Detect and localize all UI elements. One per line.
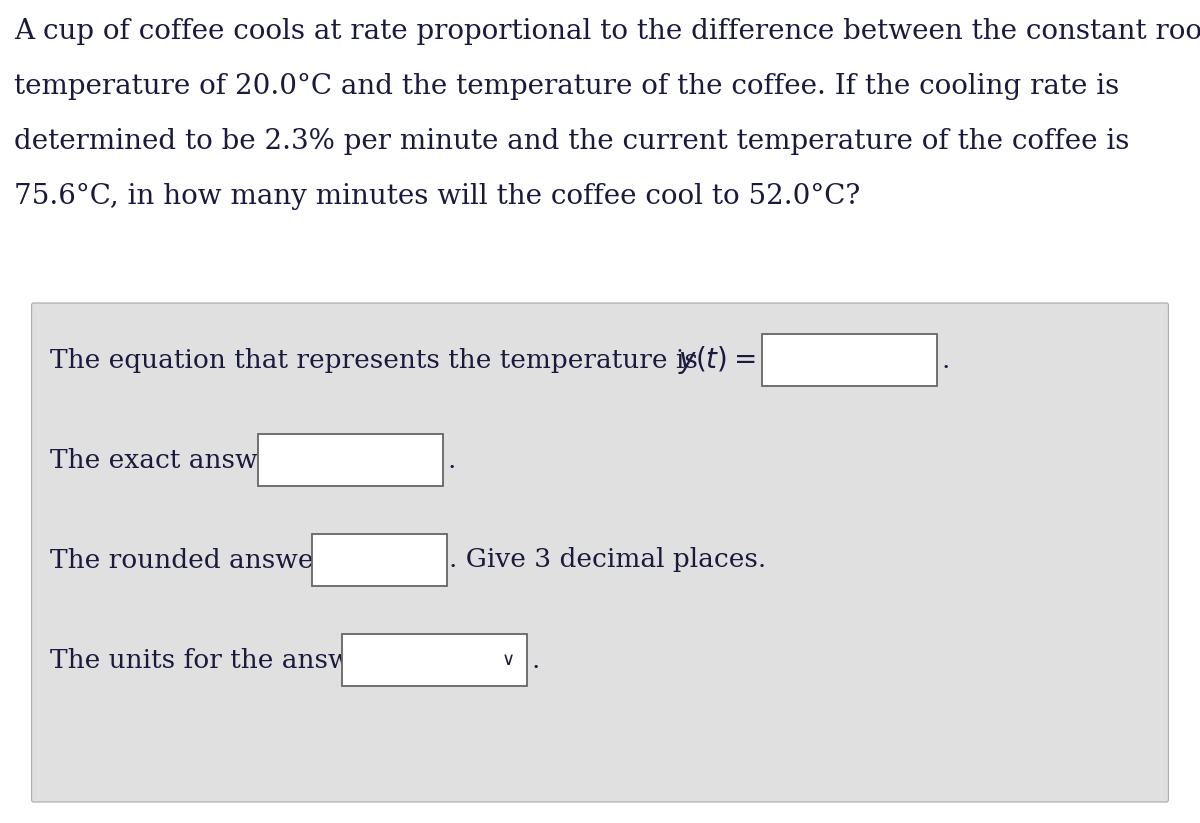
Text: temperature of 20.0°C and the temperature of the coffee. If the cooling rate is: temperature of 20.0°C and the temperatur… (14, 73, 1120, 100)
Text: determined to be 2.3% per minute and the current temperature of the coffee is: determined to be 2.3% per minute and the… (14, 128, 1129, 155)
Text: ∨: ∨ (502, 651, 515, 669)
Text: The exact answer is: The exact answer is (50, 448, 317, 472)
Text: 75.6°C, in how many minutes will the coffee cool to 52.0°C?: 75.6°C, in how many minutes will the cof… (14, 183, 860, 210)
Text: .: . (446, 448, 455, 472)
Text: The equation that represents the temperature is: The equation that represents the tempera… (50, 347, 707, 373)
Bar (342, 634, 527, 686)
Text: . Give 3 decimal places.: . Give 3 decimal places. (449, 547, 767, 573)
Bar (258, 434, 443, 486)
Bar (312, 534, 446, 586)
FancyBboxPatch shape (31, 303, 1169, 802)
Text: A cup of coffee cools at rate proportional to the difference between the constan: A cup of coffee cools at rate proportion… (14, 18, 1200, 45)
Text: $y(t) =$: $y(t) =$ (678, 344, 756, 376)
Bar (762, 334, 937, 386)
Text: The units for the answer is: The units for the answer is (50, 648, 409, 672)
Text: .: . (530, 648, 539, 672)
Text: .: . (941, 347, 949, 373)
Text: The rounded answer is: The rounded answer is (50, 547, 356, 573)
